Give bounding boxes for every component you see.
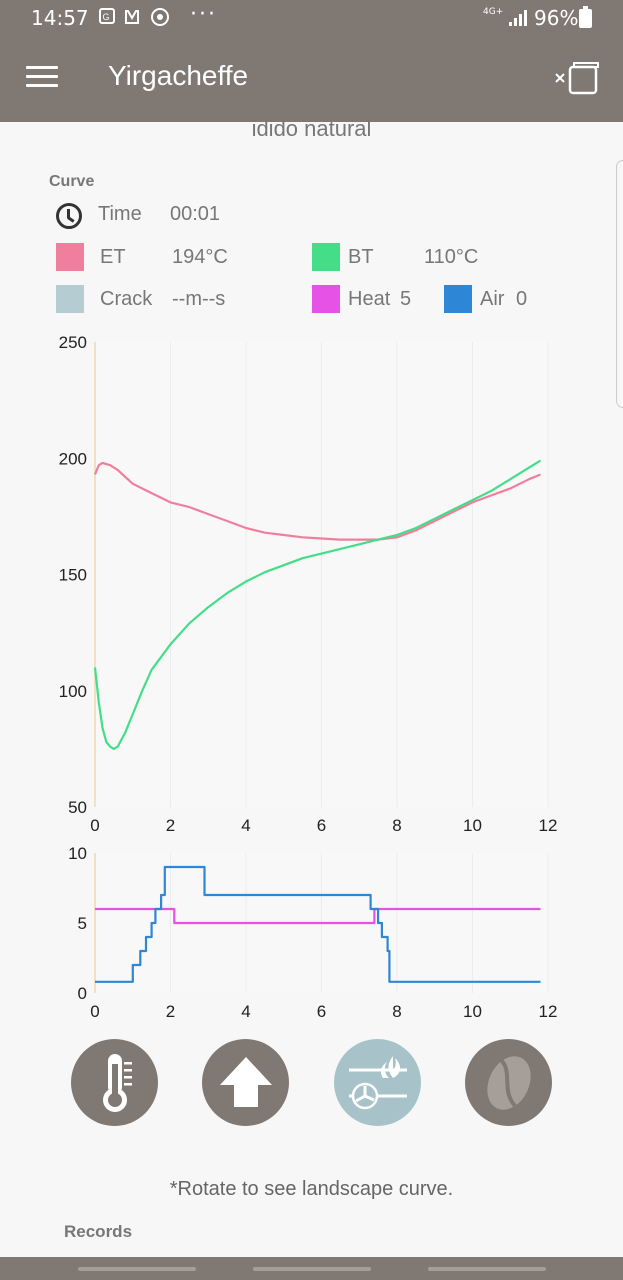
app-bar: 14:57 G ··· 4G+ 96% Yirgacheffe bbox=[0, 0, 623, 122]
chart-0-x-tick-label: 6 bbox=[317, 816, 326, 835]
crack-label: Crack bbox=[100, 287, 153, 310]
disconnect-device-icon bbox=[555, 62, 599, 95]
series-bt-line bbox=[93, 459, 542, 750]
battery-icon bbox=[579, 6, 592, 28]
chart-0-y-tick-label: 250 bbox=[59, 333, 87, 352]
svg-text:G: G bbox=[103, 12, 116, 22]
series-air-line bbox=[95, 865, 541, 983]
chart-1-x-tick-label: 8 bbox=[392, 1002, 401, 1021]
chart-1-y-tick-label: 5 bbox=[78, 914, 87, 933]
arrow-up-icon bbox=[219, 1056, 272, 1107]
heat-fan-control-button[interactable] bbox=[334, 1039, 421, 1126]
bean-button[interactable] bbox=[465, 1039, 552, 1126]
battery-percent: 96% bbox=[534, 6, 579, 30]
chart-0-x-tick-label: 2 bbox=[166, 816, 175, 835]
upload-button[interactable] bbox=[202, 1039, 289, 1126]
time-readout: Time 00:01 bbox=[98, 203, 220, 226]
chart-0-x-tick-label: 4 bbox=[241, 816, 250, 835]
series-et-line bbox=[93, 461, 541, 541]
network-type: 4G+ bbox=[483, 7, 504, 17]
chart-0-y-tick-label: 50 bbox=[68, 798, 87, 817]
chart-1-x-tick-label: 0 bbox=[90, 1002, 99, 1021]
coffee-bean-icon bbox=[486, 1055, 531, 1110]
heat-fan-icon bbox=[348, 1055, 407, 1109]
thermometer-icon bbox=[102, 1053, 132, 1112]
nav-handle-center bbox=[253, 1267, 371, 1271]
heat-readout: Heat 5 bbox=[312, 285, 411, 313]
et-swatch bbox=[56, 243, 84, 271]
chart-0-x-tick-label: 10 bbox=[463, 816, 482, 835]
status-bar: 14:57 G ··· 4G+ 96% bbox=[0, 0, 623, 38]
chart-1-x-tick-label: 4 bbox=[241, 1002, 250, 1021]
chart-1-y-tick-label: 0 bbox=[78, 984, 87, 1003]
et-label: ET bbox=[100, 245, 126, 268]
chart-1-x-tick-label: 2 bbox=[166, 1002, 175, 1021]
bt-value: 110°C bbox=[424, 245, 479, 268]
chart-1-y-tick-label: 10 bbox=[68, 844, 87, 863]
chart-0-y-tick-label: 150 bbox=[59, 566, 87, 585]
menu-icon-bar bbox=[26, 66, 58, 69]
et-value: 194°C bbox=[172, 245, 228, 268]
crack-swatch bbox=[56, 285, 84, 313]
temperature-chart: 0 2 4 6 8 10 12 250 200 150 100 50 bbox=[59, 333, 558, 835]
air-readout: Air 0 bbox=[444, 285, 527, 313]
temperature-button[interactable] bbox=[71, 1039, 158, 1126]
chart-1-x-tick-label: 10 bbox=[463, 1002, 482, 1021]
heat-value: 5 bbox=[400, 287, 412, 310]
heat-swatch bbox=[312, 285, 340, 313]
chart-0-y-tick-label: 100 bbox=[59, 682, 87, 701]
chart-1-x-tick-label: 6 bbox=[317, 1002, 326, 1021]
side-drawer-handle[interactable] bbox=[616, 160, 623, 408]
rotate-hint: *Rotate to see landscape curve. bbox=[169, 1178, 454, 1200]
notification-icons: G bbox=[98, 6, 178, 32]
records-section-label: Records bbox=[64, 1222, 133, 1241]
chart-0-x-tick-label: 0 bbox=[90, 816, 99, 835]
heat-air-chart: 0 2 4 6 8 10 12 10 5 0 bbox=[68, 844, 558, 1021]
system-nav-bar bbox=[0, 1257, 623, 1280]
signal-icon bbox=[509, 10, 527, 26]
menu-icon-bar bbox=[26, 75, 58, 78]
bt-readout: BT 110°C bbox=[312, 243, 478, 271]
time-label: Time bbox=[98, 203, 142, 225]
crack-value: --m--s bbox=[172, 287, 226, 310]
disconnect-device-button[interactable] bbox=[552, 60, 600, 98]
chart-0-x-tick-label: 12 bbox=[539, 816, 558, 835]
clock-icon bbox=[56, 203, 82, 229]
air-label: Air bbox=[480, 287, 505, 310]
nav-handle-left bbox=[78, 1267, 196, 1271]
heat-label: Heat bbox=[348, 287, 391, 310]
time-value: 00:01 bbox=[170, 203, 221, 225]
chart-0-x-tick-label: 8 bbox=[392, 816, 401, 835]
bean-subtitle: idido natural bbox=[251, 116, 372, 141]
air-swatch bbox=[444, 285, 472, 313]
bt-swatch bbox=[312, 243, 340, 271]
notification-icons-glyphs: G bbox=[99, 8, 169, 26]
crack-readout: Crack --m--s bbox=[56, 285, 225, 313]
status-time: 14:57 bbox=[31, 6, 89, 30]
curve-section-label: Curve bbox=[49, 173, 95, 190]
chart-0-y-tick-label: 200 bbox=[59, 449, 87, 468]
menu-icon-bar bbox=[26, 84, 58, 87]
chart-1-x-tick-label: 12 bbox=[539, 1002, 558, 1021]
bt-label: BT bbox=[348, 245, 374, 268]
page-title: Yirgacheffe bbox=[108, 60, 249, 91]
et-readout: ET 194°C bbox=[56, 243, 228, 271]
menu-button[interactable] bbox=[26, 66, 58, 92]
nav-handle-right bbox=[428, 1267, 546, 1271]
air-value: 0 bbox=[516, 287, 528, 310]
more-notifications-icon: ··· bbox=[190, 2, 217, 27]
